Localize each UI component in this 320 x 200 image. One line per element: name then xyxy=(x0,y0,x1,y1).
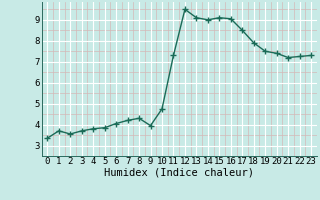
X-axis label: Humidex (Indice chaleur): Humidex (Indice chaleur) xyxy=(104,168,254,178)
